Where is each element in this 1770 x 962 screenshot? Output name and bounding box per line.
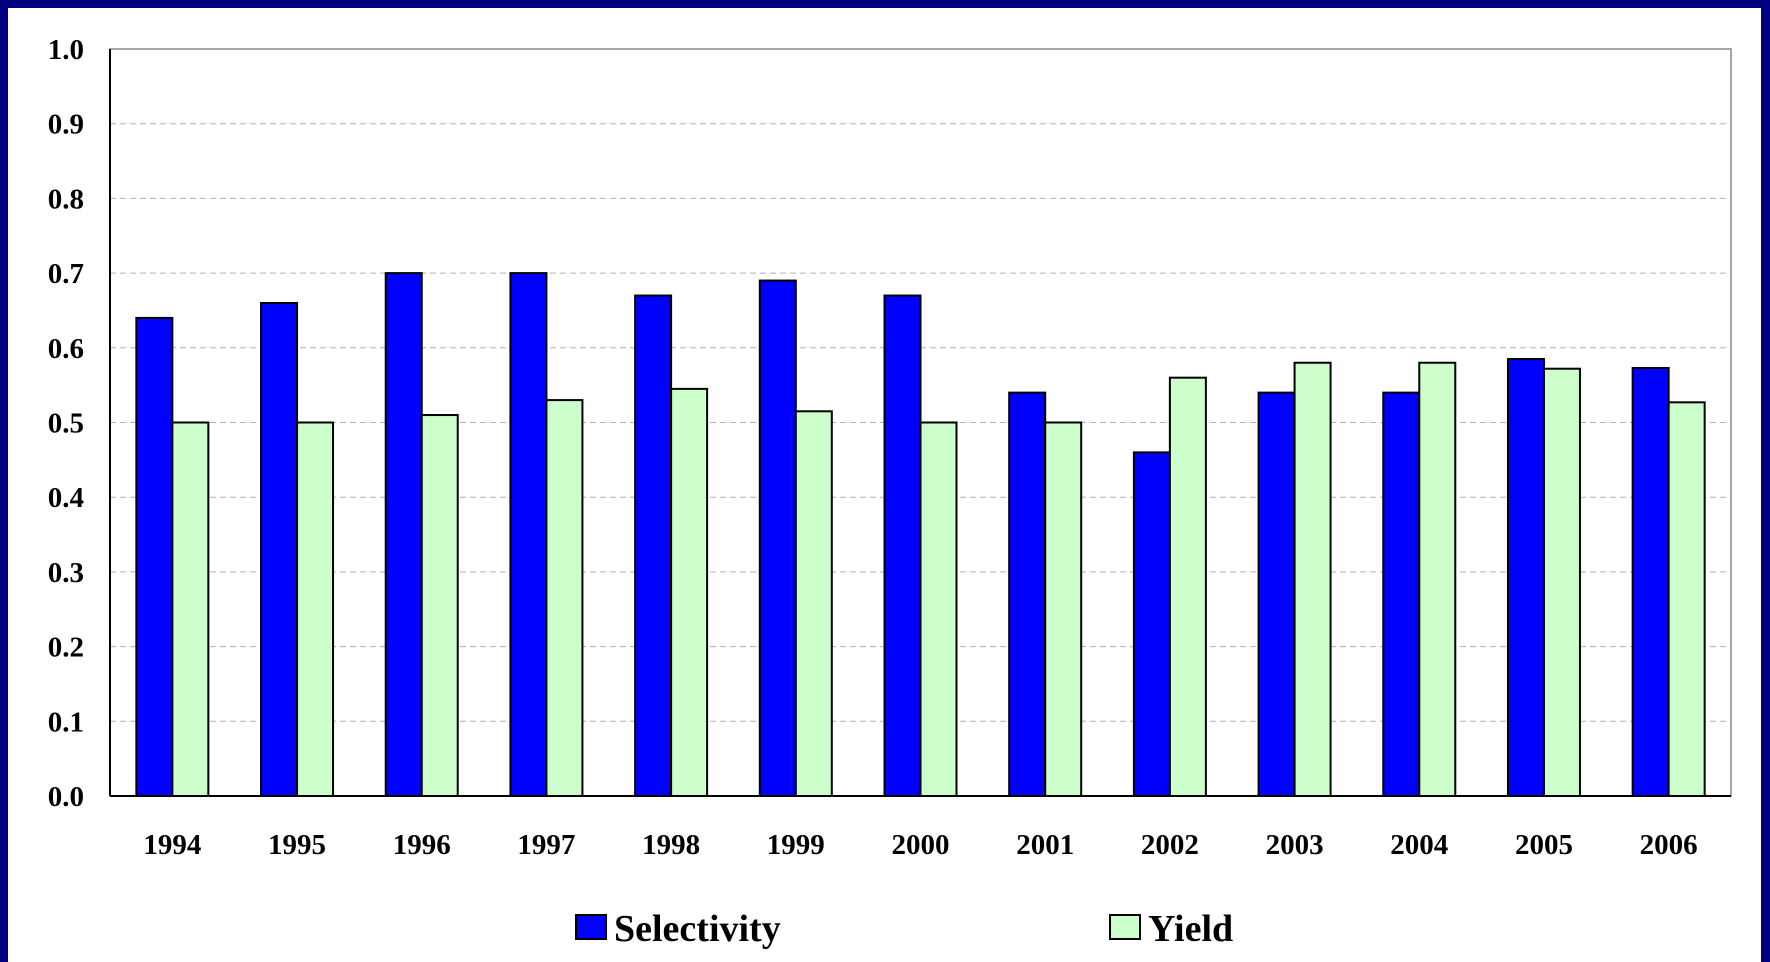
bar-yield-1994 [171, 421, 210, 797]
bar-selectivity-2000 [883, 294, 922, 797]
y-tick-label: 1.0 [48, 34, 84, 66]
x-tick-labels: 1994 1995 1996 1997 1998 1999 2000 2001 2002 2003… [143, 829, 1697, 861]
bar-chart: 0.00.10.20.30.40.50.60.70.80.91.0 1994 19… [48, 34, 1732, 950]
bar-yield-2003 [1293, 361, 1332, 797]
bar-selectivity-2001 [1008, 391, 1047, 797]
bar-selectivity-2003 [1257, 391, 1296, 797]
x-tick-label: 1996 [393, 829, 451, 861]
y-tick-labels: 0.0 0.1 0.2 0.3 0.4 0.5 0.6 0.7 0.8 0.9 1.0 [48, 34, 84, 813]
x-tick-label: 1998 [642, 829, 700, 861]
y-tick-label: 0.8 [48, 183, 84, 215]
x-tick-label: 2002 [1141, 829, 1199, 861]
bar-yield-1996 [420, 414, 459, 797]
bar-yield-1997 [545, 399, 584, 797]
x-tick-label: 2000 [892, 829, 950, 861]
bar-yield-2006 [1667, 401, 1706, 797]
bar-selectivity-1995 [260, 301, 299, 797]
chart-panel: 0.0 0.1 0.2 0.3 0.4 0.5 0.6 0.7 0.8 0.9 1.0 1994 19… [8, 8, 1761, 962]
x-tick-label: 1994 [143, 829, 201, 861]
bar-selectivity-1996 [384, 272, 423, 798]
axes [109, 48, 1732, 797]
y-tick-label: 0.5 [48, 408, 84, 440]
x-tick-label: 2005 [1515, 829, 1573, 861]
legend-label-yield: Yield [1148, 908, 1233, 950]
bar-selectivity-1994 [135, 316, 174, 797]
bar-yield-2004 [1418, 361, 1457, 797]
x-tick-label: 1995 [268, 829, 326, 861]
bar-yield-1998 [670, 387, 709, 797]
bar-yield-1999 [794, 410, 833, 797]
bar-selectivity-2005 [1506, 358, 1545, 797]
bar-selectivity-1998 [634, 294, 673, 797]
y-tick-label: 0.6 [48, 333, 84, 365]
bar-selectivity-2002 [1132, 451, 1171, 797]
bar-selectivity-2006 [1631, 366, 1670, 797]
bar-yield-2002 [1168, 376, 1207, 797]
x-tick-label: 2004 [1390, 829, 1448, 861]
legend-swatch-selectivity [575, 914, 607, 940]
bar-yield-2005 [1542, 367, 1581, 797]
bars [135, 272, 1706, 798]
y-tick-label: 0.2 [48, 632, 84, 664]
bar-selectivity-2004 [1382, 391, 1421, 797]
bar-selectivity-1997 [509, 272, 548, 798]
x-tick-label: 1997 [517, 829, 575, 861]
bar-selectivity-1999 [758, 279, 797, 797]
y-tick-label: 0.9 [48, 109, 84, 141]
x-tick-label: 2006 [1640, 829, 1698, 861]
legend-label-selectivity: Selectivity [614, 908, 781, 950]
y-tick-label: 0.7 [48, 258, 84, 290]
x-tick-label: 1999 [767, 829, 825, 861]
y-tick-label: 0.1 [48, 706, 84, 738]
legend: Selectivity Yield [575, 908, 1233, 950]
y-tick-label: 0.0 [48, 781, 84, 813]
bar-yield-2001 [1044, 421, 1083, 797]
x-tick-label: 2003 [1266, 829, 1324, 861]
y-tick-label: 0.4 [48, 482, 84, 514]
y-tick-label: 0.3 [48, 557, 84, 589]
legend-swatch-yield [1109, 914, 1141, 940]
x-tick-label: 2001 [1016, 829, 1074, 861]
bar-yield-2000 [919, 421, 958, 797]
bar-yield-1995 [296, 421, 335, 797]
